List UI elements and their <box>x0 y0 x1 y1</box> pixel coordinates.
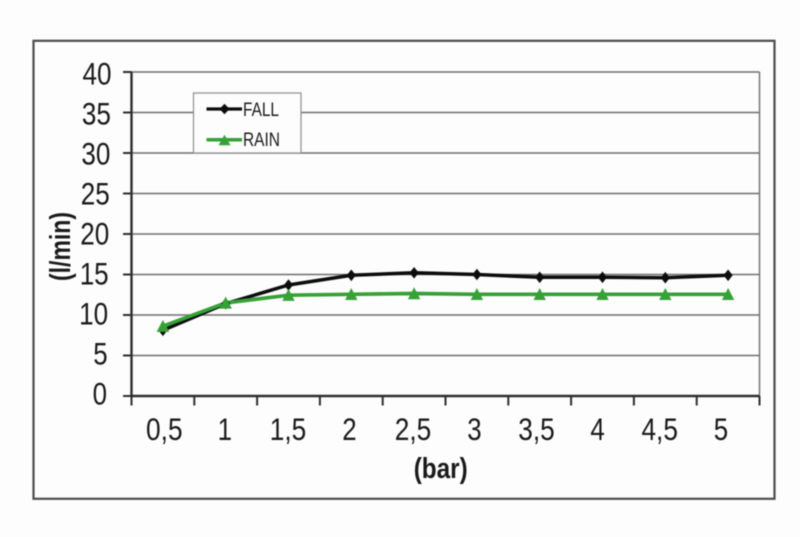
svg-text:4: 4 <box>590 411 604 447</box>
svg-text:3: 3 <box>467 411 481 447</box>
svg-text:0,5: 0,5 <box>146 411 183 447</box>
svg-text:(l/min): (l/min) <box>45 212 77 281</box>
svg-text:1,5: 1,5 <box>270 411 307 447</box>
svg-text:20: 20 <box>80 215 109 251</box>
svg-text:30: 30 <box>81 136 110 172</box>
svg-text:2: 2 <box>342 411 356 447</box>
svg-text:5: 5 <box>93 335 107 371</box>
svg-text:RAIN: RAIN <box>243 130 280 151</box>
svg-text:35: 35 <box>82 96 111 132</box>
svg-text:4,5: 4,5 <box>641 411 678 447</box>
svg-text:40: 40 <box>83 56 112 92</box>
svg-text:FALL: FALL <box>243 100 279 121</box>
svg-text:0: 0 <box>93 375 107 411</box>
svg-text:25: 25 <box>81 176 110 212</box>
svg-text:2,5: 2,5 <box>395 411 432 447</box>
svg-text:10: 10 <box>79 295 108 331</box>
svg-text:(bar): (bar) <box>414 453 468 485</box>
svg-text:5: 5 <box>714 411 728 447</box>
svg-text:15: 15 <box>80 255 109 291</box>
svg-text:3,5: 3,5 <box>518 411 555 447</box>
svg-text:1: 1 <box>218 411 232 447</box>
